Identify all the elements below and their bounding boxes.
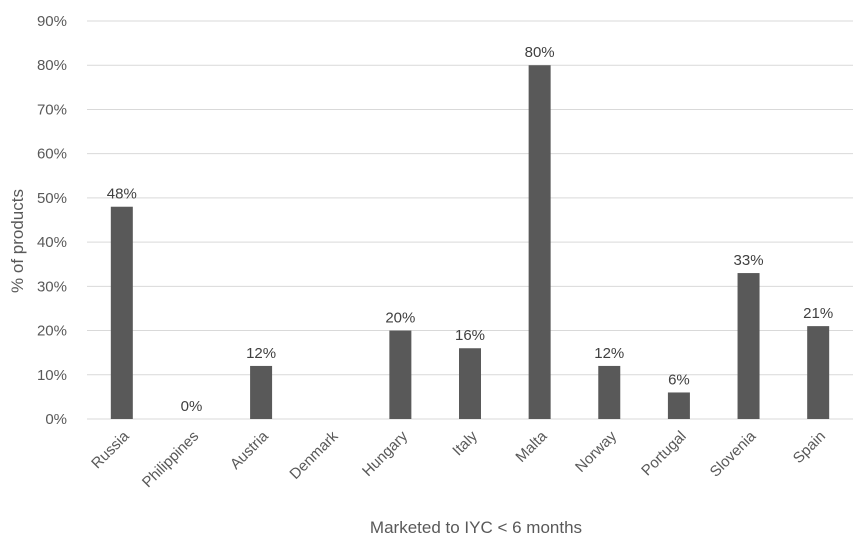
- x-axis-title: Marketed to IYC < 6 months: [370, 518, 582, 537]
- bar-italy: [459, 348, 481, 419]
- x-tick-label: Norway: [572, 427, 620, 475]
- data-label: 0%: [181, 398, 203, 415]
- data-label: 20%: [385, 310, 415, 327]
- data-label: 12%: [246, 345, 276, 362]
- y-tick-label: 0%: [45, 411, 67, 428]
- x-tick-label: Italy: [449, 427, 481, 459]
- data-label: 33%: [734, 252, 764, 269]
- bar-portugal: [667, 392, 690, 419]
- data-label: 80%: [525, 44, 555, 61]
- bars: [110, 65, 830, 419]
- bar-malta: [528, 65, 551, 419]
- y-tick-label: 20%: [37, 323, 67, 340]
- x-tick-label: Hungary: [359, 427, 411, 479]
- x-tick-label: Philippines: [139, 428, 202, 491]
- x-tick-label: Slovenia: [707, 427, 760, 480]
- x-tick-label: Malta: [513, 427, 551, 465]
- bar-hungary: [389, 330, 412, 419]
- y-tick-label: 10%: [37, 367, 67, 384]
- y-tick-label: 70%: [37, 101, 67, 118]
- bar-austria: [250, 365, 273, 419]
- x-tick-label: Spain: [790, 428, 829, 467]
- y-tick-label: 90%: [37, 13, 67, 30]
- bar-slovenia: [737, 273, 760, 419]
- x-axis-tick-labels: Russia Philippines Austria Denmark Hungary It…: [88, 427, 829, 491]
- bar-russia: [110, 206, 133, 419]
- bar-spain: [807, 326, 830, 419]
- y-tick-label: 80%: [37, 57, 67, 74]
- y-tick-label: 50%: [37, 190, 67, 207]
- gridlines: [87, 20, 853, 420]
- x-tick-label: Portugal: [638, 428, 690, 480]
- x-tick-label: Russia: [88, 427, 133, 472]
- data-label: 48%: [107, 186, 137, 203]
- x-tick-label: Denmark: [287, 427, 342, 482]
- y-axis-title: % of products: [8, 189, 27, 293]
- data-label: 6%: [668, 371, 690, 388]
- y-tick-label: 60%: [37, 146, 67, 163]
- y-tick-label: 30%: [37, 278, 67, 295]
- y-axis-tick-labels: 0% 10% 20% 30% 40% 50% 60% 70% 80% 90%: [37, 13, 67, 428]
- data-labels: 48% 0% 12% 20% 16% 80% 12% 6% 33% 21%: [107, 44, 833, 415]
- x-tick-label: Austria: [227, 427, 272, 472]
- data-label: 21%: [803, 305, 833, 322]
- bar-norway: [598, 365, 621, 419]
- data-label: 12%: [594, 345, 624, 362]
- data-label: 16%: [455, 327, 485, 344]
- y-tick-label: 40%: [37, 234, 67, 251]
